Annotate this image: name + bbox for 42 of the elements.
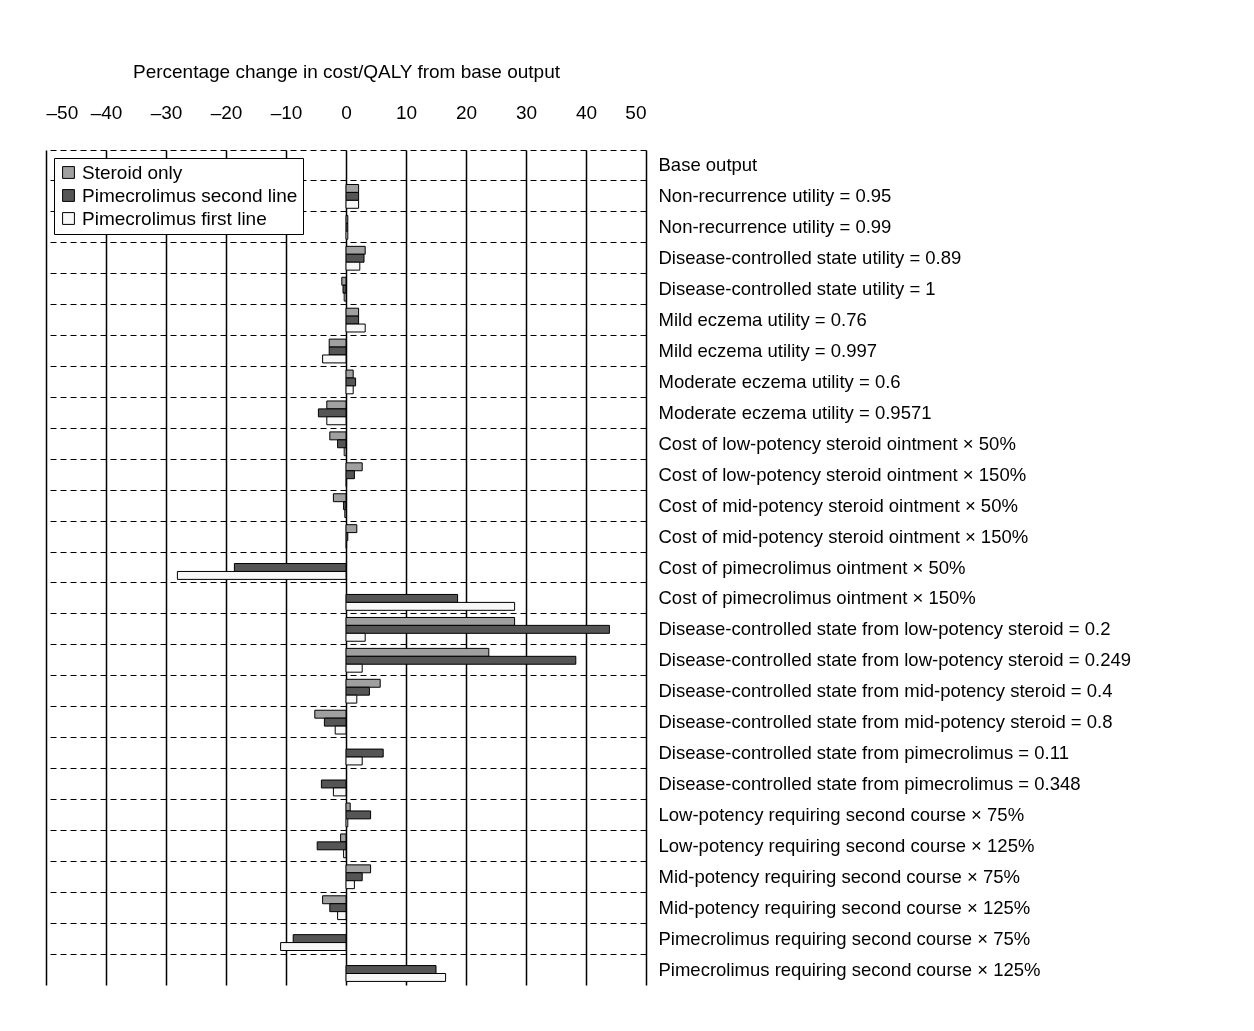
y-tick-label: Low-potency requiring second course × 75% [658, 803, 1025, 825]
y-tick-label: Low-potency requiring second course × 125% [658, 834, 1035, 856]
y-tick-label: Disease-controlled state from mid-potency steroid = 0.8 [658, 711, 1113, 733]
x-tick-label: 0 [341, 101, 352, 123]
y-tick-label: Cost of low-potency steroid ointment × 150% [658, 463, 1027, 485]
y-tick-label: Mid-potency requiring second course × 75% [658, 865, 1020, 887]
legend-label: Pimecrolimus second line [82, 184, 298, 206]
y-tick-label: Cost of mid-potency steroid ointment × 150% [658, 525, 1029, 547]
legend-label: Pimecrolimus first line [82, 207, 267, 229]
y-tick-label: Cost of pimecrolimus ointment × 50% [658, 556, 966, 578]
x-tick-label: 50 [625, 101, 647, 123]
y-tick-label: Disease-controlled state from mid-potency steroid = 0.4 [658, 680, 1113, 702]
x-tick-label: 40 [575, 101, 598, 123]
x-tick-label: 20 [455, 101, 478, 123]
y-tick-label: Base output [658, 154, 758, 176]
y-tick-label: Cost of mid-potency steroid ointment × 50% [658, 494, 1018, 516]
x-axis-title: Percentage change in cost/QALY from base output [132, 60, 561, 82]
y-tick-label: Moderate eczema utility = 0.9571 [658, 401, 932, 423]
y-tick-label: Non-recurrence utility = 0.99 [658, 216, 892, 238]
y-tick-label: Cost of pimecrolimus ointment × 150% [658, 587, 976, 609]
y-tick-label: Mild eczema utility = 0.997 [658, 340, 878, 362]
y-tick-label: Disease-controlled state from low-potency steroid = 0.2 [658, 618, 1111, 640]
y-tick-label: Disease-controlled state from low-potency steroid = 0.249 [658, 649, 1131, 671]
x-tick-label: –40 [90, 101, 123, 123]
y-tick-label: Cost of low-potency steroid ointment × 50% [658, 432, 1016, 454]
y-tick-label: Mild eczema utility = 0.76 [658, 309, 867, 331]
y-tick-label: Mid-potency requiring second course × 125% [658, 896, 1031, 918]
x-tick-label: –30 [150, 101, 183, 123]
y-tick-label: Disease-controlled state utility = 1 [658, 278, 936, 300]
x-tick-label: –10 [270, 101, 303, 123]
y-tick-label: Disease-controlled state from pimecrolimus = 0.11 [658, 742, 1069, 764]
y-tick-label: Disease-controlled state utility = 0.89 [658, 247, 962, 269]
x-tick-label: 10 [395, 101, 418, 123]
x-tick-label: –20 [210, 101, 243, 123]
x-tick-label: –50 [46, 101, 79, 123]
y-tick-label: Moderate eczema utility = 0.6 [658, 370, 901, 392]
y-tick-label: Pimecrolimus requiring second course × 125% [658, 958, 1041, 980]
y-tick-label: Pimecrolimus requiring second course × 75% [658, 927, 1031, 949]
y-tick-label: Non-recurrence utility = 0.95 [658, 185, 892, 207]
y-tick-label: Disease-controlled state from pimecrolimus = 0.348 [658, 772, 1081, 794]
legend-label: Steroid only [82, 161, 183, 183]
x-tick-label: 30 [515, 101, 538, 123]
